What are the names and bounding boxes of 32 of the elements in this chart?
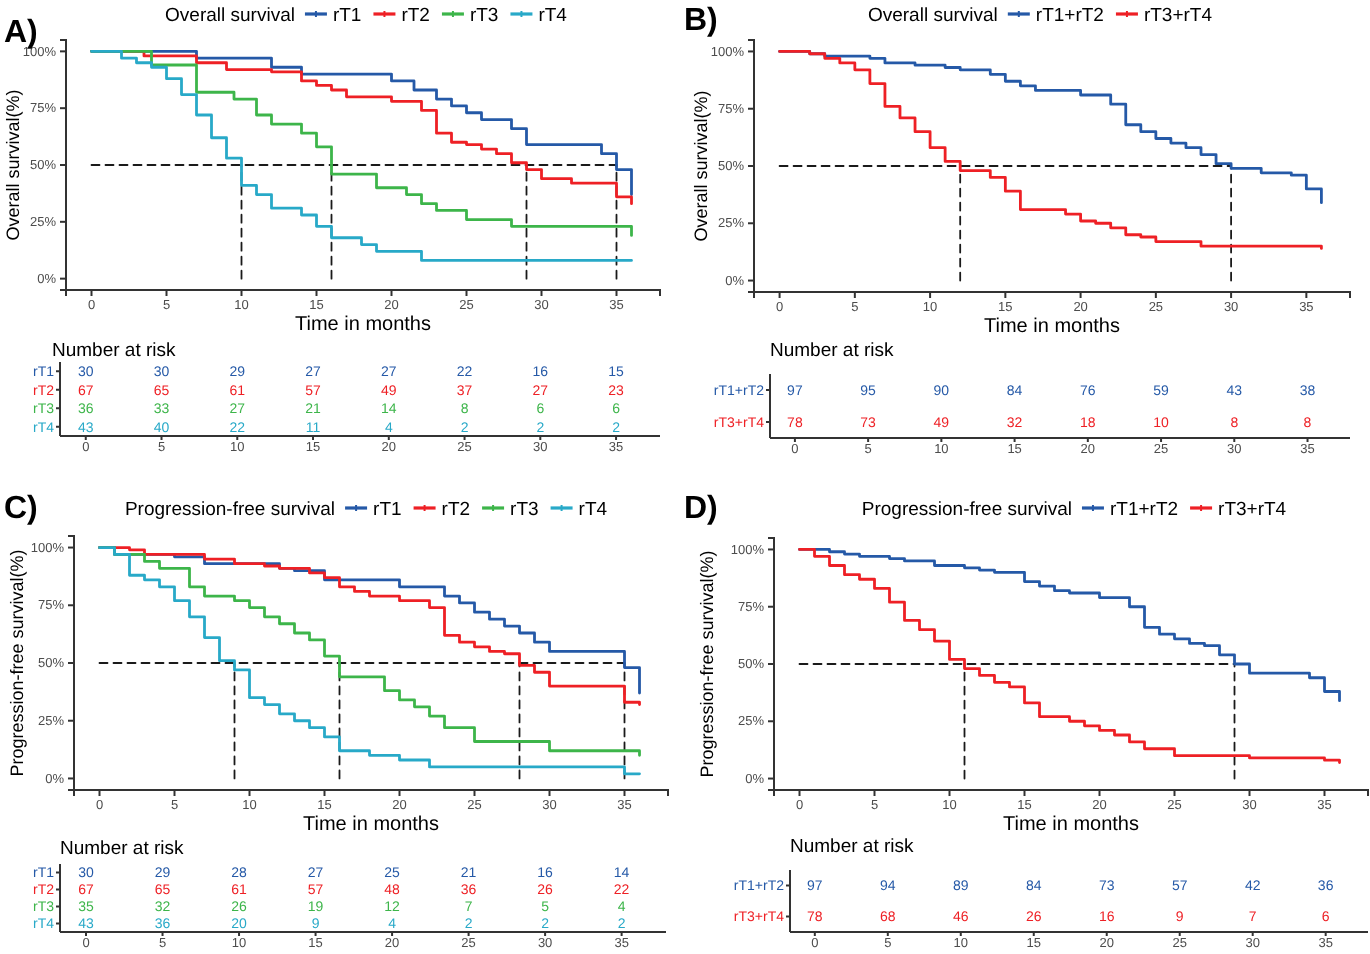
legend-label: rT1+rT2	[1035, 4, 1104, 27]
legend-label: rT1	[373, 498, 402, 521]
chart-title: Number at risk	[60, 838, 185, 860]
legend-label: rT3	[510, 498, 539, 521]
legend-label: rT1+rT2	[1109, 498, 1179, 521]
text: C)	[4, 492, 38, 526]
y-axis-title: Progression-free survival(%)	[696, 550, 717, 778]
legend-label: rT2	[441, 498, 471, 521]
y-axis-title: Progression-free survival(%)	[6, 549, 27, 777]
x-axis-title: Time in months	[303, 814, 439, 836]
chart-title: Number at risk	[790, 836, 915, 858]
text: B)	[684, 4, 718, 38]
text: D)	[684, 492, 718, 526]
chart-title: Number at risk	[52, 340, 177, 362]
x-axis-title: Time in months	[1003, 814, 1139, 836]
x-axis-title: Time in months	[984, 316, 1120, 338]
legend-label: rT3	[469, 4, 499, 27]
legend-title: Overall survival	[165, 4, 295, 27]
text: A)	[4, 16, 38, 50]
y-axis-title: Overall survival(%)	[2, 89, 23, 241]
y-axis-title: Overall survival(%)	[690, 90, 711, 242]
legend-label: rT3+rT4	[1143, 4, 1213, 27]
legend-label: rT1	[332, 4, 362, 27]
legend-label: rT4	[578, 498, 608, 521]
legend-label: rT4	[538, 4, 567, 27]
x-axis-title: Time in months	[295, 314, 431, 336]
legend-label: rT3+rT4	[1218, 498, 1287, 521]
legend-title: Overall survival	[867, 4, 998, 27]
legend-title: Progression-free survival	[861, 498, 1072, 521]
legend-title: Progression-free survival	[124, 498, 336, 521]
chart-title: Number at risk	[770, 340, 895, 362]
legend-label: rT2	[401, 4, 430, 27]
